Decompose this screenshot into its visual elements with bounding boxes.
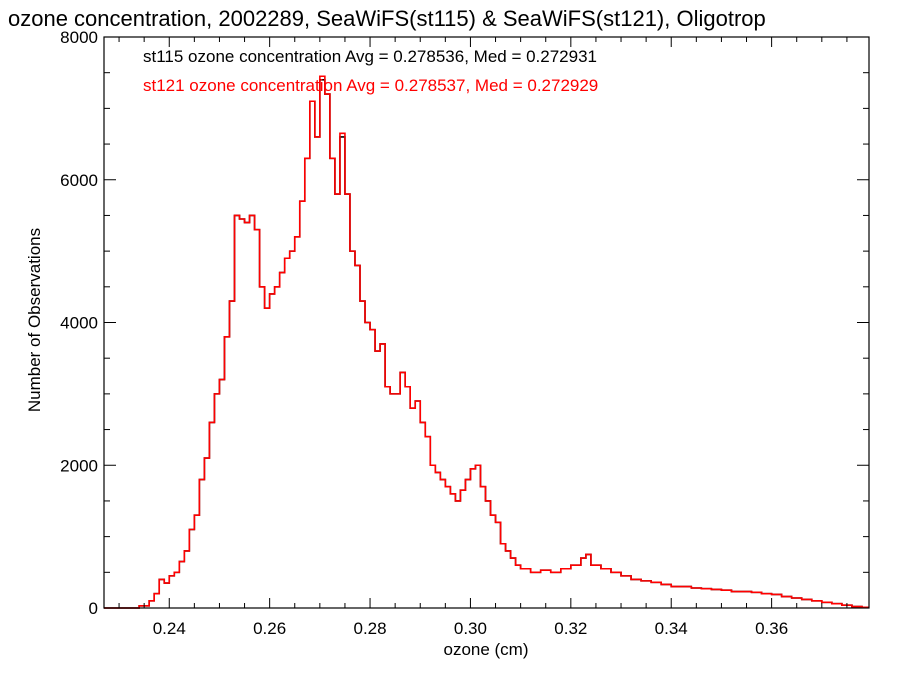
x-tick-label: 0.34 [655, 619, 688, 638]
x-tick-label: 0.28 [353, 619, 386, 638]
x-tick-label: 0.24 [153, 619, 186, 638]
y-tick-label: 6000 [60, 171, 98, 190]
y-tick-label: 2000 [60, 456, 98, 475]
x-axis-label: ozone (cm) [443, 640, 528, 659]
x-tick-label: 0.32 [554, 619, 587, 638]
y-axis-label: Number of Observations [25, 228, 44, 412]
x-tick-label: 0.36 [755, 619, 788, 638]
plot-frame [103, 36, 870, 609]
annotation-st115: st115 ozone concentration Avg = 0.278536… [143, 47, 597, 66]
y-tick-label: 4000 [60, 314, 98, 333]
x-tick-label: 0.26 [253, 619, 286, 638]
series-line-1 [104, 79, 869, 609]
plot-area: 0.24 0.26 0.28 0.30 0.32 0.34 0.36 0 2000 4000 60… [60, 28, 870, 638]
x-tick-label: 0.30 [454, 619, 487, 638]
x-axis-ticks: 0.24 0.26 0.28 0.30 0.32 0.34 0.36 [118, 37, 848, 638]
annotation-st121: st121 ozone concentration Avg = 0.278537… [143, 76, 598, 95]
series-layer [104, 75, 869, 609]
series-line-2 [104, 75, 869, 609]
chart-title: ozone concentration, 2002289, SeaWiFS(st… [8, 6, 766, 31]
y-tick-label: 8000 [60, 28, 98, 47]
y-axis-ticks: 0 2000 4000 6000 8000 [60, 28, 869, 618]
y-tick-label: 0 [89, 599, 98, 618]
